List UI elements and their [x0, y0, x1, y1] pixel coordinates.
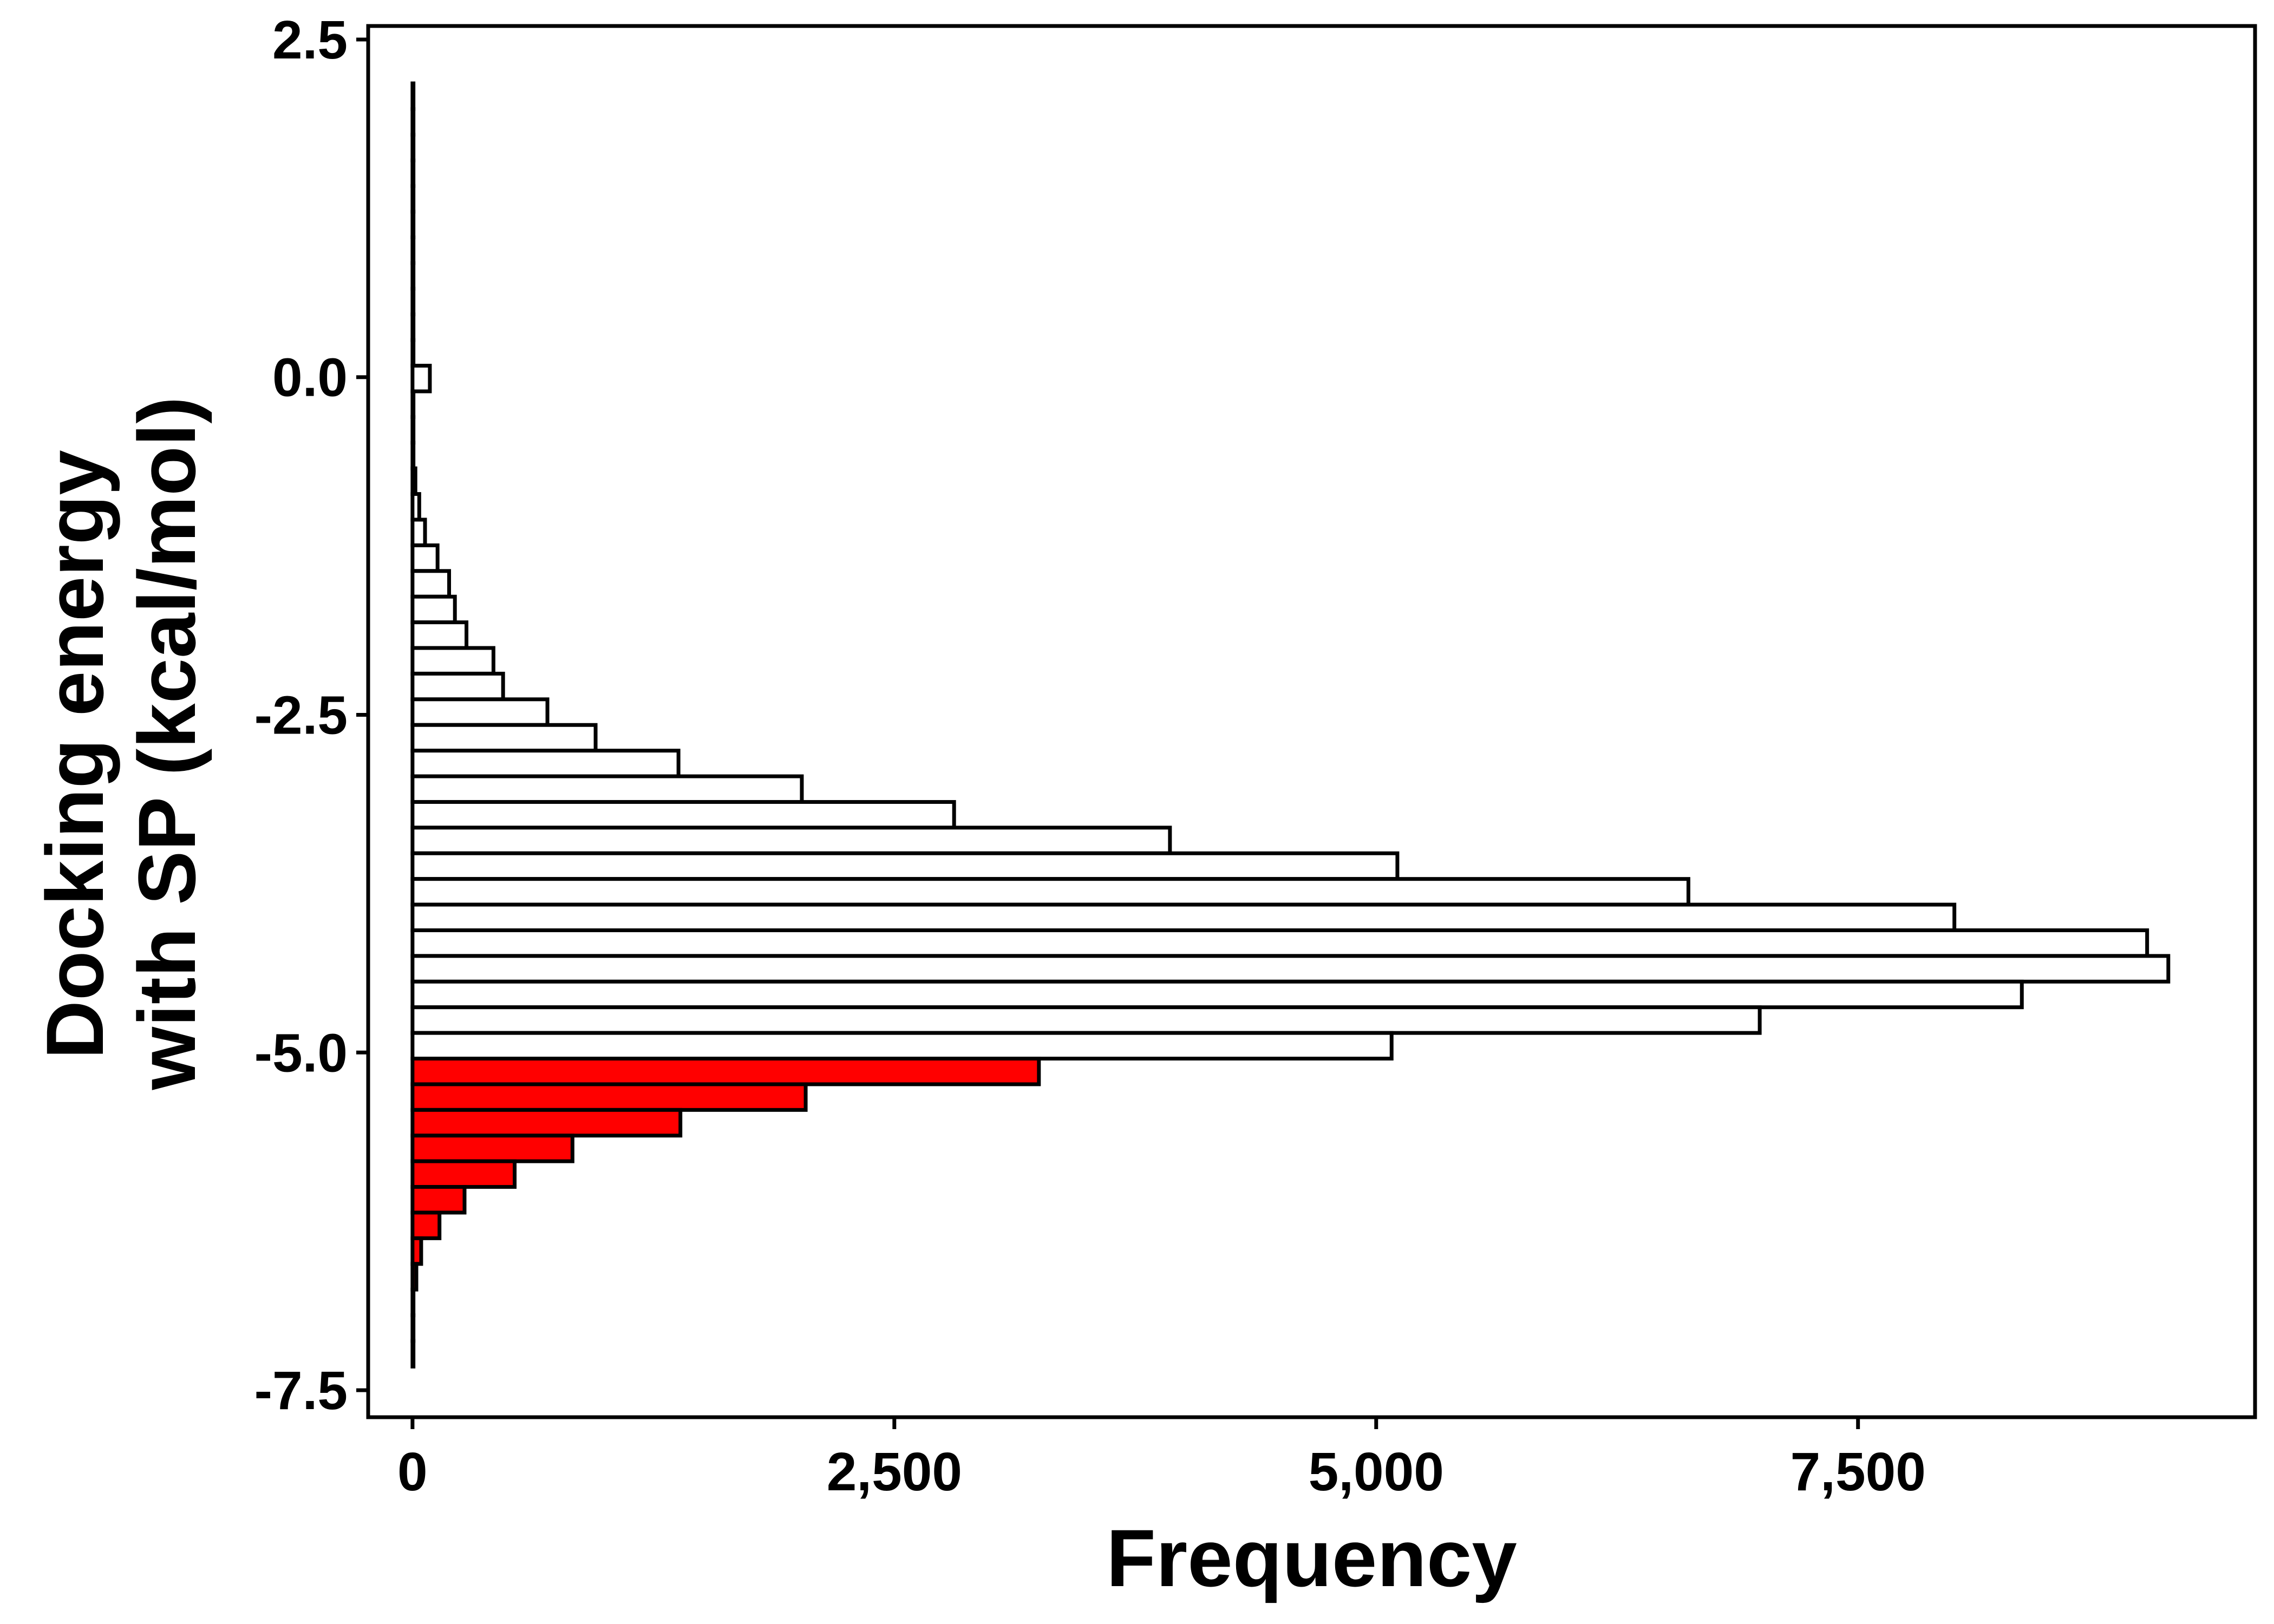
- histogram-bar: [410, 902, 1957, 933]
- histogram-bar: [410, 389, 416, 419]
- y-tick-label: -7.5: [254, 1360, 348, 1421]
- y-axis-title: Docking energy with SP (kcal/mol): [29, 397, 212, 1091]
- x-tick-label: 5,000: [1309, 1442, 1444, 1502]
- histogram-bar: [410, 671, 505, 702]
- x-tick-label: 0: [397, 1442, 428, 1502]
- histogram-bar: [410, 261, 416, 291]
- histogram-bar: [410, 1159, 517, 1189]
- histogram-bar: [410, 133, 416, 162]
- histogram-bar: [410, 1005, 1762, 1035]
- y-axis-title-line-1: Docking energy: [29, 450, 120, 1059]
- histogram-bar: [410, 826, 1172, 855]
- histogram-bar: [410, 1134, 574, 1163]
- histogram-bar: [410, 877, 1690, 907]
- histogram-bar: [410, 800, 956, 830]
- y-tick-label: -5.0: [254, 1023, 348, 1083]
- histogram-bar: [410, 81, 416, 111]
- histogram-bar: [410, 1262, 419, 1292]
- histogram-bar: [410, 466, 417, 496]
- y-axis-ticks: 2.5 0.0 -2.5 -5.0 -7.5: [254, 10, 368, 1421]
- histogram-bar: [410, 774, 804, 804]
- histogram-bar: [410, 364, 432, 394]
- histogram-bar: [410, 1236, 423, 1266]
- x-axis-title: Frequency: [1106, 1512, 1517, 1603]
- histogram-bar: [410, 1185, 467, 1215]
- histogram-bar: [410, 723, 598, 753]
- histogram-bar: [410, 954, 2171, 984]
- histogram-bar: [410, 851, 1400, 881]
- histogram-bar: [410, 312, 416, 342]
- y-tick-label: -2.5: [254, 685, 348, 746]
- x-tick-label: 7,500: [1791, 1442, 1926, 1502]
- histogram-bar: [410, 492, 421, 522]
- histogram-bar: [410, 235, 416, 265]
- histogram-bar: [410, 1287, 416, 1318]
- histogram-bar: [410, 620, 469, 650]
- histogram-bar: [410, 518, 427, 547]
- y-tick-label: 0.0: [272, 348, 348, 408]
- histogram-bar: [410, 646, 495, 676]
- x-axis-ticks: 0 2,500 5,000 7,500: [397, 1417, 1926, 1502]
- histogram-bar: [410, 1210, 442, 1240]
- bars-layer: [410, 81, 2171, 1368]
- histogram-bar: [410, 209, 416, 239]
- histogram-bar: [410, 1031, 1394, 1061]
- histogram-bar: [410, 158, 416, 188]
- y-tick-label: 2.5: [272, 10, 348, 70]
- histogram-bar: [410, 286, 416, 317]
- histogram-bar: [410, 569, 452, 599]
- histogram-bar: [410, 749, 681, 778]
- histogram-bar: [410, 441, 416, 470]
- histogram-bar: [410, 1082, 808, 1112]
- histogram-bar: [410, 1057, 1041, 1086]
- plot-panel-border: [366, 24, 2257, 1419]
- histogram-bar: [410, 107, 416, 137]
- histogram-bar: [410, 184, 416, 214]
- histogram-bar: [410, 594, 457, 625]
- histogram-bar: [410, 1339, 416, 1368]
- histogram-bar: [410, 1313, 416, 1343]
- histogram-bar: [410, 1108, 683, 1138]
- histogram-bar: [410, 543, 440, 573]
- histogram-bar: [410, 697, 550, 727]
- histogram-bar: [410, 338, 416, 368]
- histogram-bar: [410, 415, 416, 445]
- histogram-bar: [410, 979, 2024, 1010]
- histogram-bar: [410, 928, 2149, 958]
- y-axis-title-line-2: with SP (kcal/mol): [121, 397, 212, 1091]
- x-tick-label: 2,500: [827, 1442, 962, 1502]
